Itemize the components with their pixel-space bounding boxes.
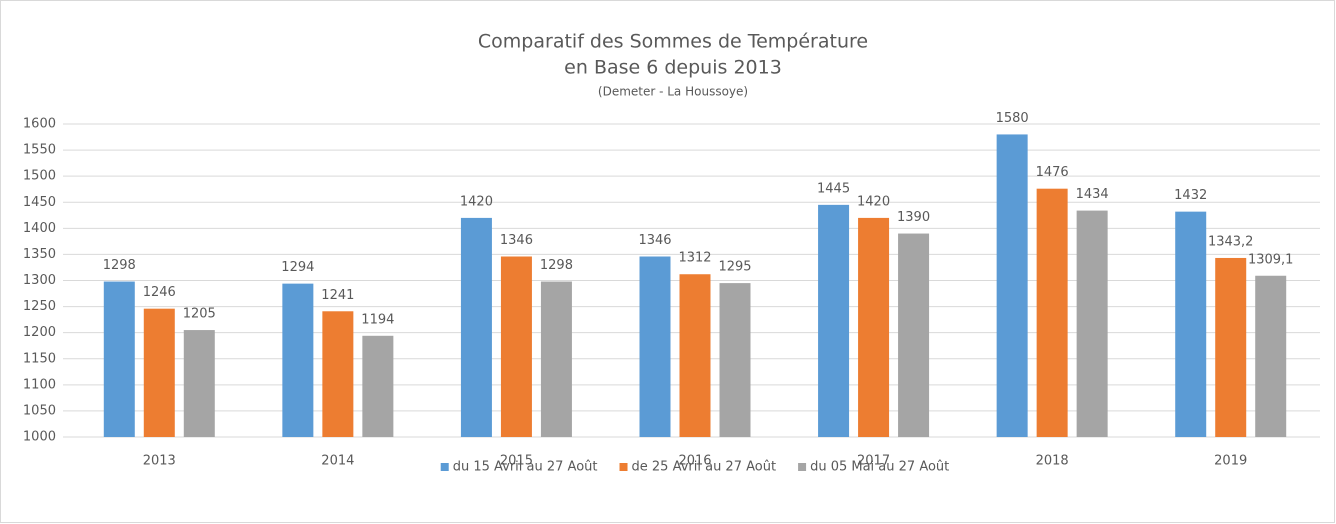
data-label: 1390 (897, 210, 930, 225)
bar (183, 330, 215, 437)
data-label: 1295 (718, 260, 751, 275)
y-tick-label: 1100 (23, 377, 56, 392)
bar (996, 134, 1028, 437)
data-label: 1312 (678, 251, 711, 266)
bar (322, 311, 354, 437)
bar (858, 217, 890, 437)
data-label: 1445 (817, 181, 850, 196)
y-tick-label: 1350 (23, 247, 56, 262)
data-label: 1241 (321, 288, 354, 303)
bar (103, 281, 135, 437)
bar (1255, 275, 1287, 437)
legend-swatch (798, 463, 807, 471)
data-label: 1298 (103, 258, 136, 273)
y-tick-label: 1400 (23, 221, 56, 236)
bar (818, 204, 850, 437)
x-tick-label: 2016 (678, 454, 711, 469)
x-tick-label: 2014 (321, 454, 354, 469)
bar (143, 308, 175, 437)
y-tick-label: 1600 (23, 117, 56, 132)
data-label: 1346 (500, 233, 533, 248)
y-tick-label: 1450 (23, 195, 56, 210)
data-label: 1420 (460, 194, 493, 209)
bar (540, 281, 572, 437)
x-tick-label: 2013 (143, 454, 176, 469)
chart-subtitle: (Demeter - La Houssoye) (598, 85, 748, 99)
y-tick-label: 1250 (23, 299, 56, 314)
bar (362, 335, 394, 437)
bar (679, 274, 711, 437)
bar (719, 283, 751, 437)
y-tick-label: 1200 (23, 325, 56, 340)
data-label: 1420 (857, 194, 890, 209)
data-label: 1343,2 (1208, 234, 1254, 249)
legend-label: du 15 Avril au 27 Août (453, 460, 598, 475)
data-label: 1246 (143, 285, 176, 300)
data-label: 1346 (638, 233, 671, 248)
chart-title: en Base 6 depuis 2013 (564, 57, 782, 79)
legend-swatch (440, 463, 449, 471)
data-label: 1205 (183, 307, 216, 322)
legend-label: de 25 Avril au 27 Août (632, 460, 777, 475)
legend-label: du 05 Mai au 27 Août (810, 460, 949, 475)
x-tick-label: 2018 (1036, 454, 1069, 469)
y-tick-label: 1500 (23, 169, 56, 184)
y-tick-label: 1050 (23, 403, 56, 418)
data-label: 1476 (1036, 165, 1069, 180)
data-label: 1298 (540, 258, 573, 273)
bar (1175, 211, 1207, 437)
bar (1215, 257, 1247, 437)
y-tick-label: 1000 (23, 430, 56, 445)
data-label: 1580 (996, 111, 1029, 126)
x-tick-label: 2015 (500, 454, 533, 469)
y-tick-label: 1550 (23, 143, 56, 158)
data-label: 1434 (1076, 187, 1109, 202)
y-tick-label: 1150 (23, 351, 56, 366)
x-tick-label: 2017 (857, 454, 890, 469)
bar (500, 256, 532, 437)
bar (282, 283, 314, 437)
y-tick-label: 1300 (23, 273, 56, 288)
x-tick-label: 2019 (1214, 454, 1247, 469)
bar (1036, 188, 1068, 437)
data-label: 1432 (1174, 188, 1207, 203)
legend-swatch (619, 463, 628, 471)
bar (639, 256, 671, 437)
data-label: 1294 (281, 260, 314, 275)
data-label: 1194 (361, 312, 394, 327)
bar (1076, 210, 1108, 437)
bar (898, 233, 930, 437)
bar (460, 217, 492, 437)
chart-title: Comparatif des Sommes de Température (478, 31, 868, 53)
data-label: 1309,1 (1248, 252, 1294, 267)
